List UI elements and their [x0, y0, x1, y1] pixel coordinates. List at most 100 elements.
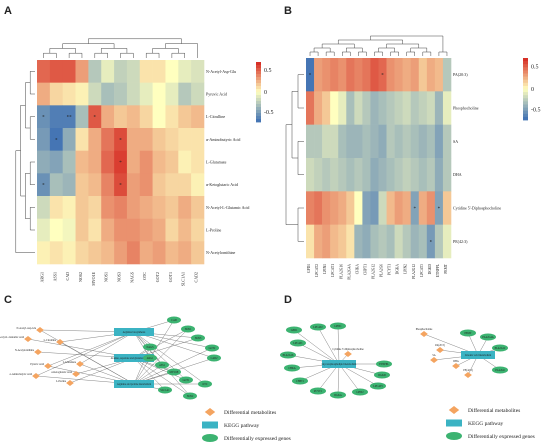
colorbar-b-swatch	[523, 95, 528, 99]
heatmap-a-cell	[114, 241, 128, 265]
heatmap-a-cell	[152, 105, 166, 129]
colorbar-b-swatch	[523, 67, 528, 71]
network-d-metabolite-label: DHA	[453, 360, 459, 363]
network-d-gene-node	[310, 387, 326, 395]
colorbar-a-swatch	[256, 95, 261, 99]
colorbar-b-swatch	[523, 116, 528, 121]
colorbar-a-swatch	[256, 89, 261, 93]
heatmap-a-cell	[37, 196, 51, 219]
heatmap-b-cell	[410, 191, 420, 225]
heatmap-b-cell	[306, 158, 315, 192]
colorbar-b-swatch	[523, 58, 528, 62]
colorbar-a-swatch	[256, 62, 261, 66]
network-d-gene-label: GPD1	[291, 329, 298, 332]
heatmap-b-cell	[370, 224, 379, 259]
heatmap-a-cell	[101, 150, 115, 174]
legend-c-pathway-label: KEGG pathway	[224, 423, 260, 429]
network-d-gene-node	[492, 344, 508, 352]
network-c-gene-node	[143, 343, 157, 351]
colorbar-a-swatch	[256, 74, 261, 78]
network-c-edge	[35, 331, 135, 377]
network-c-edge	[133, 319, 175, 385]
heatmap-a-cell	[139, 218, 153, 242]
heatmap-a-row-label: L-Proline	[206, 228, 222, 233]
heatmap-a-cell	[49, 173, 63, 197]
heatmap-a-cell	[191, 173, 205, 197]
heatmap-b-row-label: Cytidine 5'-Diphosphocholine	[453, 206, 501, 211]
heatmap-b-cell	[330, 124, 339, 159]
network-d-gene-label: DGKA	[334, 394, 342, 397]
heatmap-a-significance-mark: *	[55, 138, 58, 143]
heatmap-b-cell	[434, 224, 444, 259]
heatmap-a-cell	[101, 241, 115, 265]
heatmap-b-col-label: DGKD	[428, 264, 432, 275]
network-d-gene-label: LPIN1	[334, 325, 342, 328]
network-d-metabolite-node	[452, 363, 460, 369]
heatmap-b-row-label: PA(20:3)	[453, 72, 468, 77]
panel-label-b: B	[284, 5, 292, 17]
network-d-gene-node	[292, 377, 308, 385]
heatmap-b-cell	[362, 224, 371, 259]
network-d-gene-node	[284, 364, 300, 372]
network-d-edge	[317, 326, 340, 365]
network-d-metabolite-label: PE(42:3)	[463, 369, 473, 372]
heatmap-a-cell	[114, 218, 128, 242]
network-d-gene-node	[330, 391, 346, 399]
heatmap-a-cell	[114, 173, 128, 197]
network-c-edge	[59, 341, 135, 385]
heatmap-a-cell	[37, 150, 51, 174]
heatmap-a-col-label: NOS2	[78, 272, 83, 282]
heatmap-a-cell	[49, 150, 63, 174]
legend-d-gene-swatch	[446, 432, 462, 440]
network-d-edge	[337, 363, 340, 396]
legend-c-gene-label: Differentially expressed genes	[224, 435, 291, 442]
heatmap-a-cell	[114, 82, 128, 106]
heatmap-a-cell	[75, 241, 89, 265]
heatmap-a-cell	[139, 150, 153, 174]
panel-label-c: C	[4, 294, 12, 306]
network-c-metabolite-label: N-Acetyl-Asp-Glu	[17, 327, 37, 330]
colorbar-a-swatch	[256, 80, 261, 84]
heatmap-b-cell	[434, 58, 444, 92]
heatmap-a-cell	[101, 60, 115, 83]
heatmap-a-cell	[101, 173, 115, 197]
heatmap-a-col-label: GOT2	[155, 272, 160, 282]
network-d-metabolite-label: PA(20:3)	[435, 344, 445, 347]
heatmap-b-cell	[386, 158, 395, 192]
colorbar-a-label-mid: 0	[264, 90, 267, 96]
heatmap-a-cell	[139, 82, 153, 106]
heatmap-a-cell	[62, 150, 76, 174]
heatmap-a-cell	[178, 105, 192, 129]
heatmap-a-cell	[114, 150, 128, 174]
heatmap-a-cell	[88, 60, 102, 83]
heatmap-a-cell	[49, 128, 63, 151]
heatmap-a-cell	[126, 128, 141, 151]
heatmap-b-cell	[346, 158, 355, 192]
heatmap-b-cell	[362, 58, 371, 92]
heatmap-a-cell	[75, 82, 89, 106]
heatmap-b-col-label: PLA2G12	[412, 264, 416, 279]
heatmap-b-cell	[338, 158, 347, 192]
heatmap-b-col-dendrogram	[309, 35, 448, 56]
colorbar-b-swatch	[523, 113, 528, 118]
network-d-edge	[317, 363, 340, 392]
network-d-gene-label: CHPT1	[296, 380, 305, 383]
colorbar-a-swatch	[256, 98, 261, 102]
network-c-gene-label: NOS3	[195, 337, 202, 340]
network-c-gene-node	[167, 368, 181, 376]
heatmap-a-cell	[62, 218, 76, 242]
legend-d-pathway-label: KEGG pathway	[468, 421, 504, 427]
heatmap-b-cell	[378, 58, 387, 92]
network-c-gene-node	[155, 361, 169, 369]
panel-label-d: D	[284, 294, 292, 306]
network-d-gene-label: LPCAT2	[313, 326, 323, 329]
heatmap-b-cell	[410, 124, 420, 159]
network-c-pathway-node	[114, 354, 154, 362]
colorbar-b-swatch	[523, 85, 528, 90]
heatmap-a-cell	[75, 150, 89, 174]
colorbar-b-swatch	[523, 101, 528, 105]
colorbar-a-label-low: -0.5	[264, 110, 274, 116]
heatmap-a-cell	[126, 196, 141, 219]
heatmap-b-cell	[330, 191, 339, 225]
heatmap-a-cell	[152, 196, 166, 219]
